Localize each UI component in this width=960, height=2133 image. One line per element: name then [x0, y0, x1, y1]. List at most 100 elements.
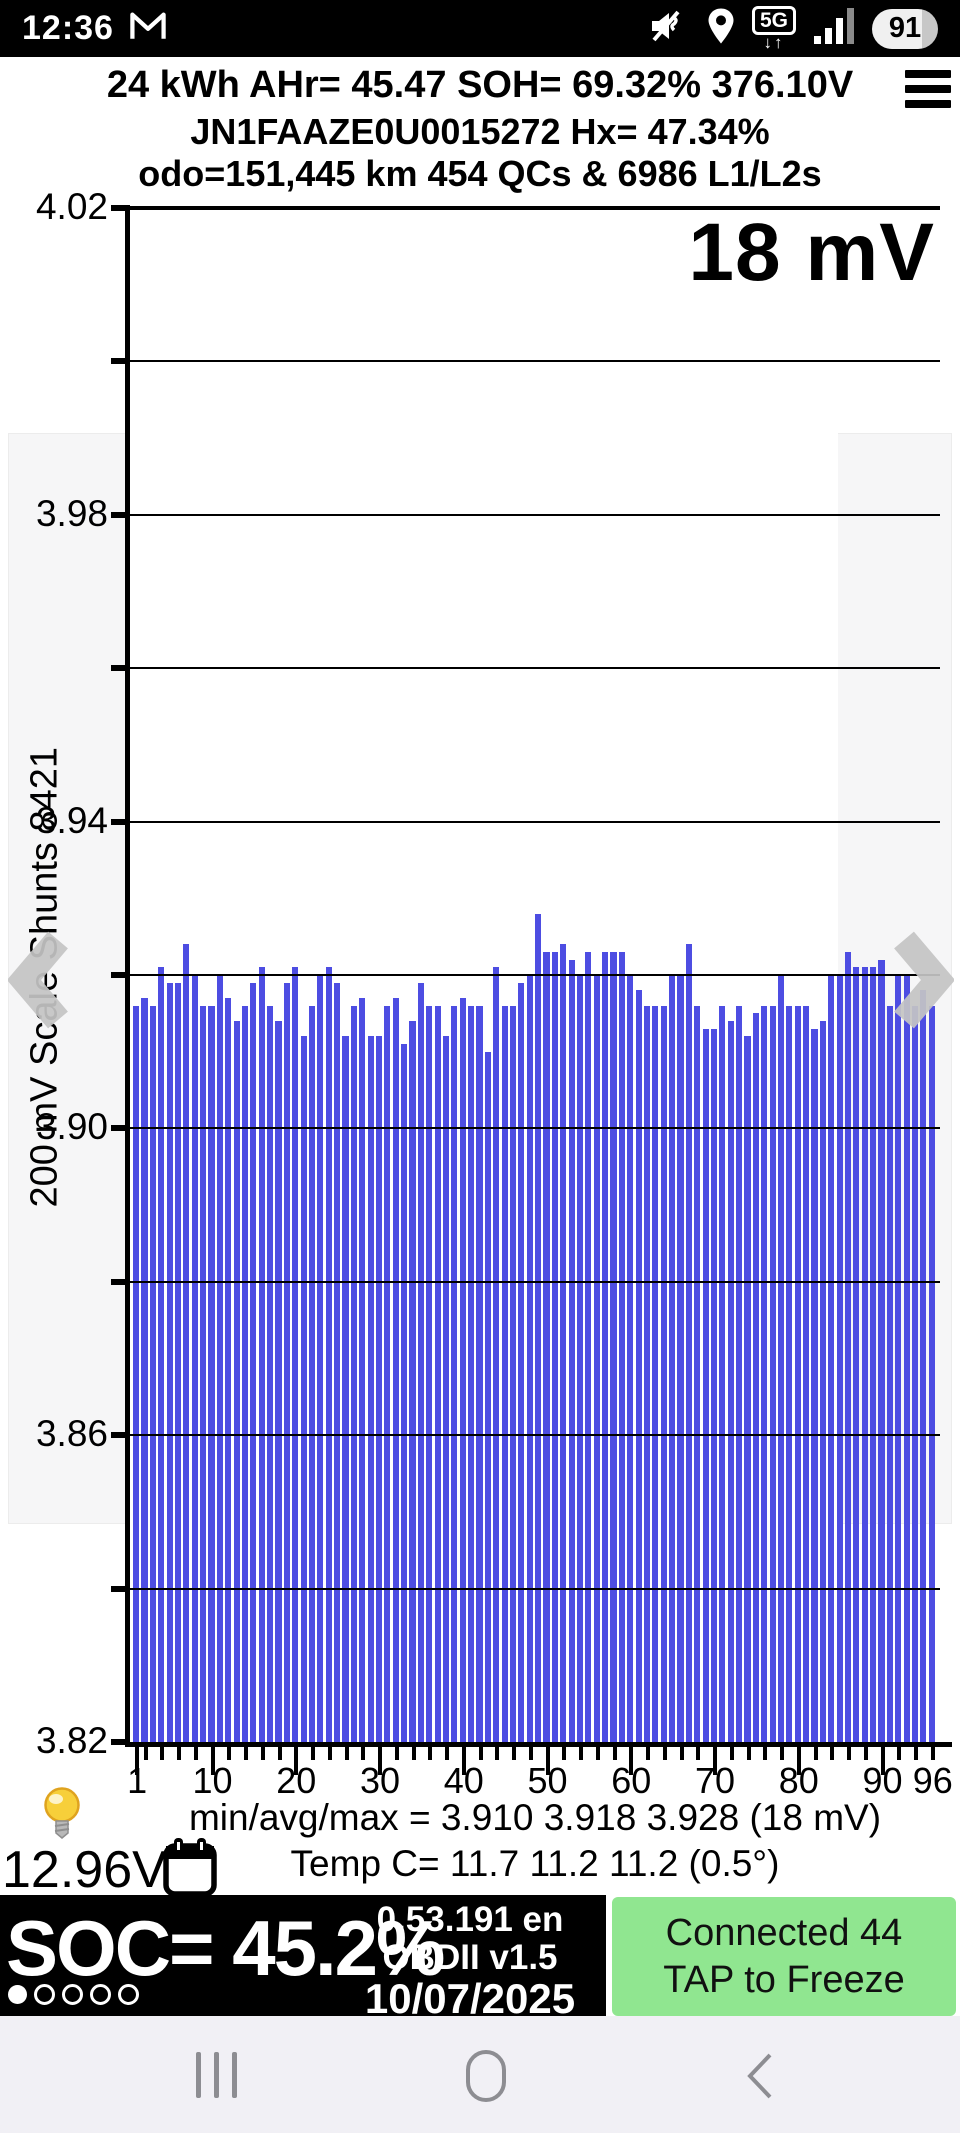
- cell-bar[interactable]: [761, 1005, 768, 1742]
- chevron-left-icon[interactable]: [6, 930, 70, 1035]
- cell-bar[interactable]: [727, 1021, 734, 1742]
- cell-bar[interactable]: [560, 944, 567, 1742]
- chevron-right-icon[interactable]: [892, 930, 956, 1035]
- cell-bar[interactable]: [543, 951, 550, 1742]
- cell-bar[interactable]: [719, 1005, 726, 1742]
- cell-bar[interactable]: [317, 975, 324, 1742]
- cell-bar[interactable]: [225, 998, 232, 1742]
- cell-bar[interactable]: [610, 951, 617, 1742]
- recents-icon[interactable]: [196, 2052, 237, 2098]
- cell-bar[interactable]: [283, 982, 290, 1742]
- cell-bar[interactable]: [618, 951, 625, 1742]
- cell-bar[interactable]: [593, 975, 600, 1742]
- cell-bar[interactable]: [191, 975, 198, 1742]
- cell-bar[interactable]: [585, 951, 592, 1742]
- lightbulb-icon[interactable]: [42, 1786, 82, 1853]
- cell-bar[interactable]: [635, 990, 642, 1742]
- cell-bar[interactable]: [920, 990, 927, 1742]
- cell-bar[interactable]: [267, 1005, 274, 1742]
- cell-bar[interactable]: [250, 982, 257, 1742]
- cell-bar[interactable]: [878, 959, 885, 1742]
- cell-bar[interactable]: [828, 975, 835, 1742]
- cell-bar[interactable]: [895, 975, 902, 1742]
- cell-bar[interactable]: [350, 1005, 357, 1742]
- cell-bar[interactable]: [141, 998, 148, 1742]
- cell-bar[interactable]: [777, 975, 785, 1742]
- cell-bar[interactable]: [216, 975, 223, 1742]
- cell-bar[interactable]: [602, 951, 609, 1742]
- cell-bar[interactable]: [685, 944, 692, 1742]
- cell-bar[interactable]: [258, 967, 265, 1742]
- cell-bar[interactable]: [744, 1036, 751, 1742]
- cell-bar[interactable]: [292, 967, 299, 1742]
- cell-bar[interactable]: [401, 1044, 408, 1742]
- cell-bar[interactable]: [786, 1005, 793, 1742]
- cell-bar[interactable]: [886, 1005, 893, 1742]
- cell-bar[interactable]: [652, 1005, 659, 1742]
- cell-bar[interactable]: [710, 1028, 718, 1742]
- cell-bar[interactable]: [308, 1005, 316, 1742]
- cell-bar[interactable]: [233, 1021, 240, 1742]
- cell-bar[interactable]: [375, 1036, 383, 1742]
- cell-bar[interactable]: [493, 967, 500, 1742]
- cell-bar[interactable]: [133, 1005, 140, 1742]
- cell-bar[interactable]: [535, 913, 542, 1742]
- cell-bar[interactable]: [158, 967, 165, 1742]
- cell-bar[interactable]: [702, 1028, 709, 1742]
- cell-bar[interactable]: [183, 944, 190, 1742]
- cell-bar[interactable]: [677, 975, 684, 1742]
- cell-bar[interactable]: [811, 1028, 818, 1742]
- cell-bar[interactable]: [568, 959, 575, 1742]
- cell-bar[interactable]: [509, 1005, 517, 1742]
- cell-bar[interactable]: [911, 1005, 919, 1742]
- cell-bar[interactable]: [476, 1005, 483, 1742]
- cell-bar[interactable]: [417, 982, 424, 1742]
- cell-bar[interactable]: [426, 1005, 433, 1742]
- cell-bar[interactable]: [836, 975, 843, 1742]
- cell-bar[interactable]: [342, 1036, 349, 1742]
- cell-bar[interactable]: [627, 975, 634, 1742]
- cell-bar[interactable]: [551, 951, 558, 1742]
- cell-bar[interactable]: [794, 1005, 801, 1742]
- menu-icon[interactable]: [905, 70, 951, 108]
- cell-bar[interactable]: [660, 1005, 667, 1742]
- cell-bar[interactable]: [928, 1005, 935, 1742]
- cell-bar[interactable]: [518, 982, 525, 1742]
- cell-bar[interactable]: [409, 1021, 416, 1742]
- cell-bar[interactable]: [903, 975, 910, 1742]
- cell-bar[interactable]: [149, 1005, 156, 1742]
- cell-bar[interactable]: [325, 967, 332, 1742]
- cell-bar[interactable]: [576, 975, 584, 1742]
- cell-bar[interactable]: [468, 1005, 475, 1742]
- cell-bar[interactable]: [459, 998, 466, 1742]
- cell-bar[interactable]: [669, 975, 676, 1742]
- connection-status-button[interactable]: Connected 44 TAP to Freeze: [612, 1897, 956, 2016]
- cell-bar[interactable]: [359, 998, 366, 1742]
- home-icon[interactable]: [462, 2048, 510, 2109]
- cell-bar[interactable]: [300, 1036, 307, 1742]
- cell-bar[interactable]: [861, 967, 868, 1742]
- cell-bar[interactable]: [166, 982, 173, 1742]
- cell-bar[interactable]: [275, 1021, 282, 1742]
- cell-bar[interactable]: [694, 1005, 701, 1742]
- cell-bar[interactable]: [769, 1005, 776, 1742]
- cell-bar[interactable]: [484, 1051, 491, 1742]
- cell-bar[interactable]: [241, 1005, 249, 1742]
- cell-bar[interactable]: [844, 951, 852, 1742]
- cell-bar[interactable]: [200, 1005, 207, 1742]
- cell-bar[interactable]: [736, 1005, 743, 1742]
- cell-bar[interactable]: [752, 1013, 759, 1742]
- cell-bar[interactable]: [442, 1036, 450, 1742]
- cell-bar[interactable]: [803, 1005, 810, 1742]
- cell-bar[interactable]: [384, 1005, 391, 1742]
- cell-bar[interactable]: [334, 982, 341, 1742]
- cell-bar[interactable]: [367, 1036, 374, 1742]
- cell-bar[interactable]: [208, 1005, 215, 1742]
- calendar-icon[interactable]: [163, 1838, 217, 1903]
- cell-bar[interactable]: [434, 1005, 441, 1742]
- cell-bar[interactable]: [451, 1005, 458, 1742]
- cell-bar[interactable]: [853, 967, 860, 1742]
- cell-bar[interactable]: [392, 998, 399, 1742]
- cell-bar[interactable]: [819, 1021, 826, 1742]
- cell-bar[interactable]: [526, 975, 533, 1742]
